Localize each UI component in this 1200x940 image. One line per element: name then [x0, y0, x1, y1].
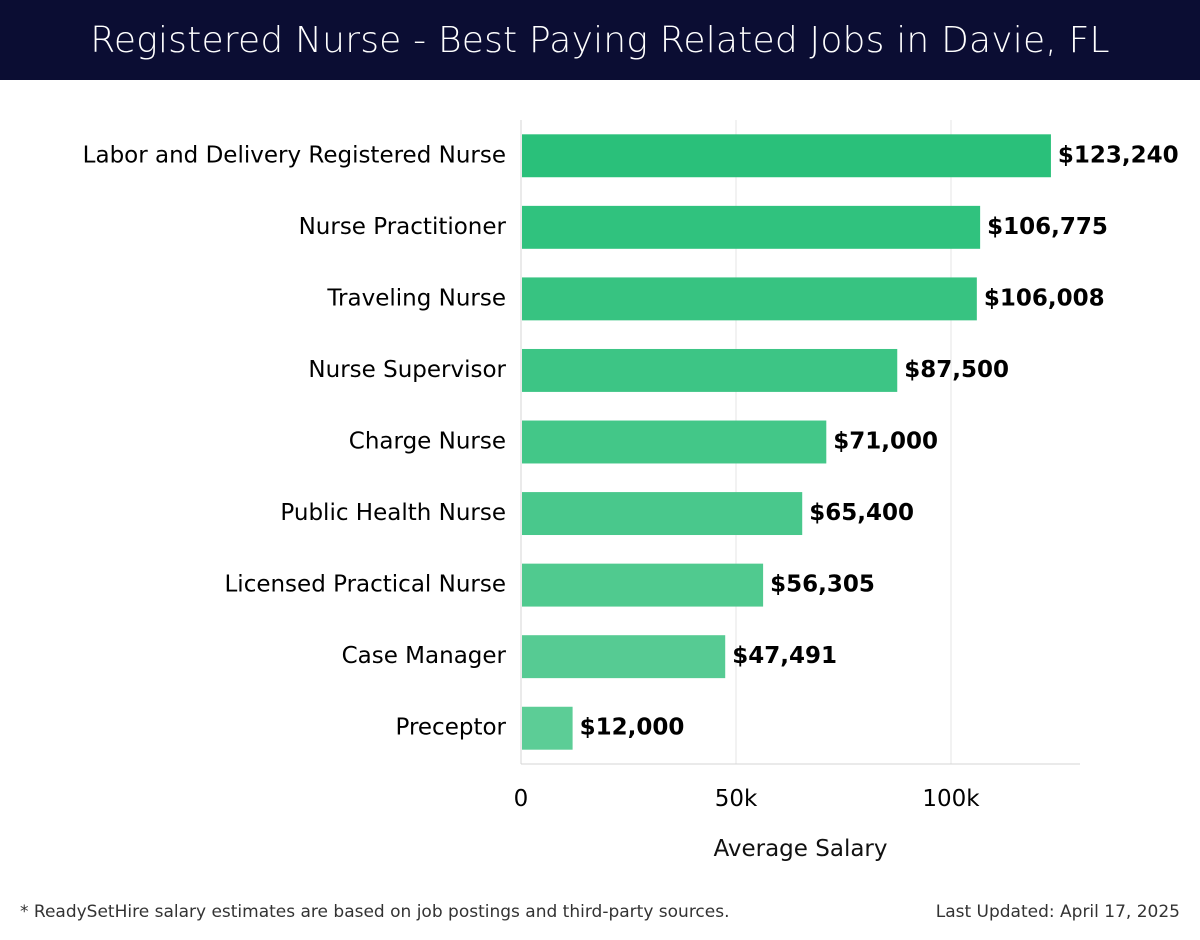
category-label: Charge Nurse	[349, 429, 506, 455]
category-label: Labor and Delivery Registered Nurse	[83, 142, 506, 168]
value-label: $47,491	[732, 643, 837, 669]
value-label: $12,000	[580, 715, 685, 741]
category-label: Case Manager	[342, 643, 507, 669]
bar	[522, 134, 1051, 178]
value-label: $56,305	[770, 572, 875, 598]
bar	[522, 277, 977, 321]
bar	[522, 563, 764, 607]
last-updated: Last Updated: April 17, 2025	[935, 902, 1180, 922]
chart-header: Registered Nurse - Best Paying Related J…	[0, 0, 1200, 80]
chart-title: Registered Nurse - Best Paying Related J…	[90, 19, 1110, 61]
bar	[522, 420, 827, 464]
bar	[522, 348, 898, 392]
value-label: $106,775	[987, 214, 1108, 240]
value-label: $87,500	[904, 357, 1009, 383]
bar	[522, 205, 981, 249]
value-label: $106,008	[984, 285, 1105, 311]
value-label: $71,000	[833, 429, 938, 455]
x-axis-title: Average Salary	[713, 836, 887, 862]
x-tick-label: 50k	[715, 786, 758, 812]
x-tick-label: 100k	[922, 786, 980, 812]
category-label: Nurse Supervisor	[308, 357, 506, 383]
footer-note: * ReadySetHire salary estimates are base…	[20, 902, 730, 922]
bar	[522, 492, 803, 536]
category-label: Public Health Nurse	[280, 500, 506, 526]
x-tick-label: 0	[514, 786, 529, 812]
category-label: Preceptor	[395, 715, 506, 741]
category-label: Nurse Practitioner	[299, 214, 507, 240]
bar	[522, 706, 573, 750]
value-label: $65,400	[809, 500, 914, 526]
category-label: Licensed Practical Nurse	[224, 572, 506, 598]
value-label: $123,240	[1058, 142, 1179, 168]
bar	[522, 635, 726, 679]
category-label: Traveling Nurse	[326, 285, 506, 311]
